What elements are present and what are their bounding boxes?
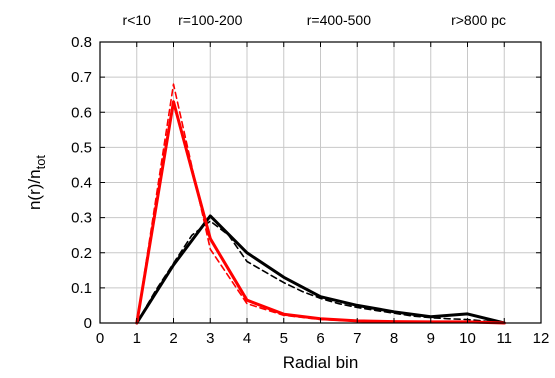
y-axis-label-main: n(r)/n [25,169,44,210]
top-annotation-label: r=100-200 [178,12,242,28]
y-axis-label: n(r)/ntot [25,155,48,210]
x-tick-label: 9 [427,330,435,347]
x-tick-label: 12 [533,330,550,347]
x-tick-label: 8 [390,330,398,347]
y-tick-label: 0 [84,315,92,332]
y-tick-label: 0.1 [71,280,92,297]
y-axis-label-subscript: tot [33,155,48,170]
x-tick-label: 1 [133,330,141,347]
x-axis-label: Radial bin [283,353,359,372]
y-tick-label: 0.2 [71,245,92,262]
x-tick-label: 10 [459,330,476,347]
y-tick-label: 0.7 [71,69,92,86]
x-tick-label: 11 [496,330,512,347]
x-tick-label: 0 [96,330,104,347]
y-tick-label: 0.4 [71,175,92,192]
top-annotation-label: r<10 [123,12,152,28]
y-tick-label: 0.6 [71,104,92,121]
y-tick-label: 0.3 [71,210,92,227]
x-tick-label: 2 [169,330,177,347]
x-tick-label: 7 [353,330,361,347]
series-line-black-solid [135,214,506,325]
top-annotation-label: r>800 pc [451,12,506,28]
x-tick-label: 6 [316,330,324,347]
y-tick-label: 0.5 [71,139,92,156]
axis-ticks [99,41,542,324]
x-tick-label: 5 [280,330,288,347]
grid [99,41,542,324]
top-annotations: r<10 r=100-200 r=400-500 r>800 pc [123,12,506,28]
x-tick-label: 3 [206,330,214,347]
top-annotation-label: r=400-500 [307,12,371,28]
x-tick-label: 4 [243,330,251,347]
y-tick-labels: 0 0.1 0.2 0.3 0.4 0.5 0.6 0.7 0.8 [71,34,92,332]
y-tick-label: 0.8 [71,34,92,51]
x-tick-labels: 0 1 2 3 4 5 6 7 8 9 10 11 12 [96,330,550,347]
